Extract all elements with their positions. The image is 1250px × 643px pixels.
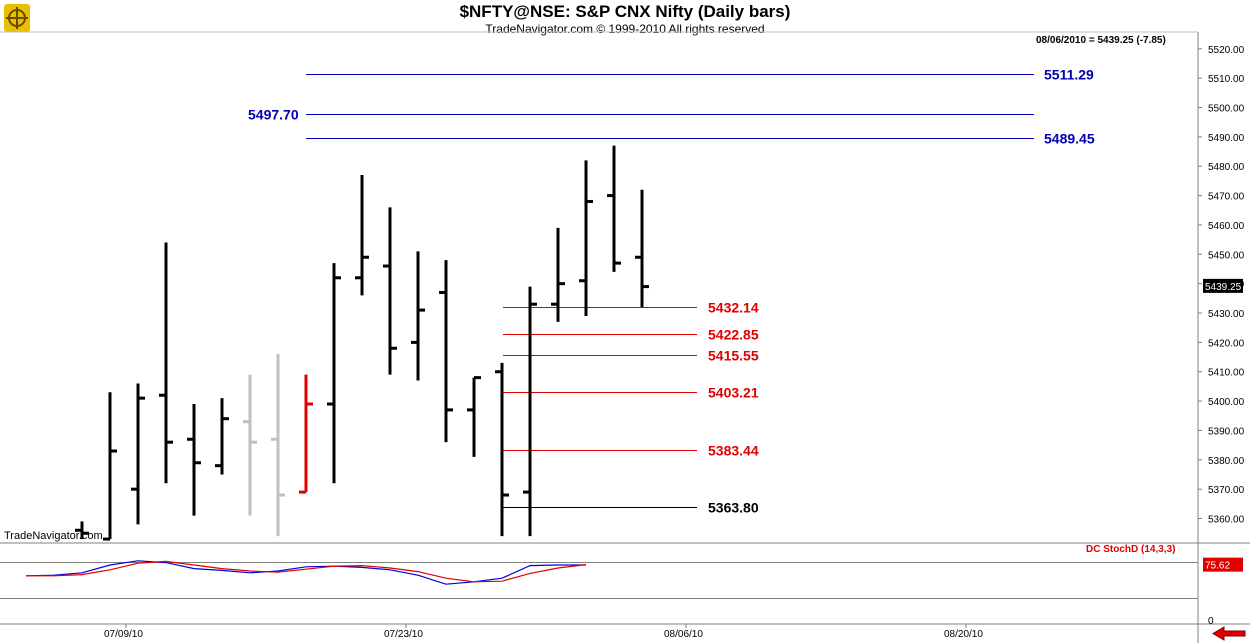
price-tick-label: 5470.00 (1208, 192, 1245, 203)
stoch-last-label: 75.62 (1205, 561, 1230, 572)
brand-label: TradeNavigator.com (4, 530, 103, 542)
left-arrow-icon[interactable] (1212, 626, 1246, 641)
ohlc-bar (551, 227, 565, 322)
ohlc-bar (75, 521, 89, 540)
price-tick-label: 5450.00 (1208, 250, 1245, 261)
chart-frame (0, 31, 1250, 643)
stochastic-panel: 75.62 0 (0, 557, 1243, 627)
ohlc-bar (187, 404, 201, 516)
date-tick-label: 08/06/10 (664, 629, 703, 640)
ohlc-bar (439, 260, 453, 443)
ohlc-bar (495, 362, 509, 537)
price-axis: 5520.00 5510.00 5500.00 5490.00 5480.00 5470.… (1198, 45, 1245, 526)
price-tick-label: 5510.00 (1208, 74, 1245, 85)
price-tick-label: 5520.00 (1208, 45, 1245, 56)
ohlc-bar (159, 242, 173, 484)
chart-title: $NFTY@NSE: S&P CNX Nifty (Daily bars) (459, 2, 791, 21)
price-tick-label: 5420.00 (1208, 338, 1245, 349)
ohlc-bar (243, 374, 257, 516)
ohlc-bar (607, 145, 621, 272)
ohlc-bar (355, 175, 369, 296)
stoch-red-line (26, 560, 587, 583)
ship-wheel-logo-icon (4, 4, 30, 32)
date-tick-label: 08/20/10 (944, 629, 983, 640)
ohlc-bars (75, 145, 649, 541)
ohlc-bar (327, 263, 341, 484)
stoch-blue-line (25, 560, 586, 585)
last-price-box (1203, 278, 1243, 293)
stoch-last-box (1203, 557, 1243, 572)
level-label: 5489.45 (1044, 131, 1095, 147)
price-tick-label: 5500.00 (1208, 104, 1245, 115)
price-tick-label: 5490.00 (1208, 133, 1245, 144)
level-label: 5383.44 (708, 443, 759, 459)
date-axis: 07/09/10 07/23/10 08/06/10 08/20/10 (104, 624, 983, 640)
ohlc-bar (523, 286, 537, 537)
ohlc-bar (467, 376, 481, 457)
ohlc-bar (383, 207, 397, 375)
ohlc-bar (411, 251, 425, 381)
level-lines: 5511.29 5497.70 5489.45 5432.14 5422.85 5415.… (248, 67, 1095, 516)
ohlc-bar (215, 398, 229, 475)
ohlc-bar (579, 160, 593, 316)
price-tick-label: 5370.00 (1208, 485, 1245, 496)
level-label: 5415.55 (708, 348, 759, 364)
last-quote: 08/06/2010 = 5439.25 (-7.85) (1036, 35, 1166, 46)
ohlc-bar (271, 354, 285, 537)
ohlc-bar (103, 392, 117, 541)
price-tick-label: 5380.00 (1208, 456, 1245, 467)
level-label: 5403.21 (708, 385, 759, 401)
level-label: 5511.29 (1044, 67, 1094, 83)
price-tick-label: 5480.00 (1208, 162, 1245, 173)
price-tick-label: 5410.00 (1208, 368, 1245, 379)
price-tick-label: 5460.00 (1208, 221, 1245, 232)
price-tick-label: 5360.00 (1208, 515, 1245, 526)
level-label: 5432.14 (708, 300, 759, 316)
indicator-label: DC StochD (14,3,3) (1086, 544, 1176, 555)
level-label: 5422.85 (708, 327, 759, 343)
ohlc-bar (131, 383, 145, 525)
price-tick-label: 5400.00 (1208, 397, 1245, 408)
price-tick-label: 5390.00 (1208, 426, 1245, 437)
date-tick-label: 07/09/10 (104, 629, 143, 640)
price-tick-label: 5430.00 (1208, 309, 1245, 320)
level-label: 5497.70 (248, 107, 299, 123)
stoch-tick-label: 0 (1208, 616, 1214, 627)
ohlc-bar (635, 189, 649, 308)
level-label: 5363.80 (708, 500, 759, 516)
last-price-label: 5439.25 (1205, 282, 1242, 293)
ohlc-bar (299, 374, 313, 494)
date-tick-label: 07/23/10 (384, 629, 423, 640)
